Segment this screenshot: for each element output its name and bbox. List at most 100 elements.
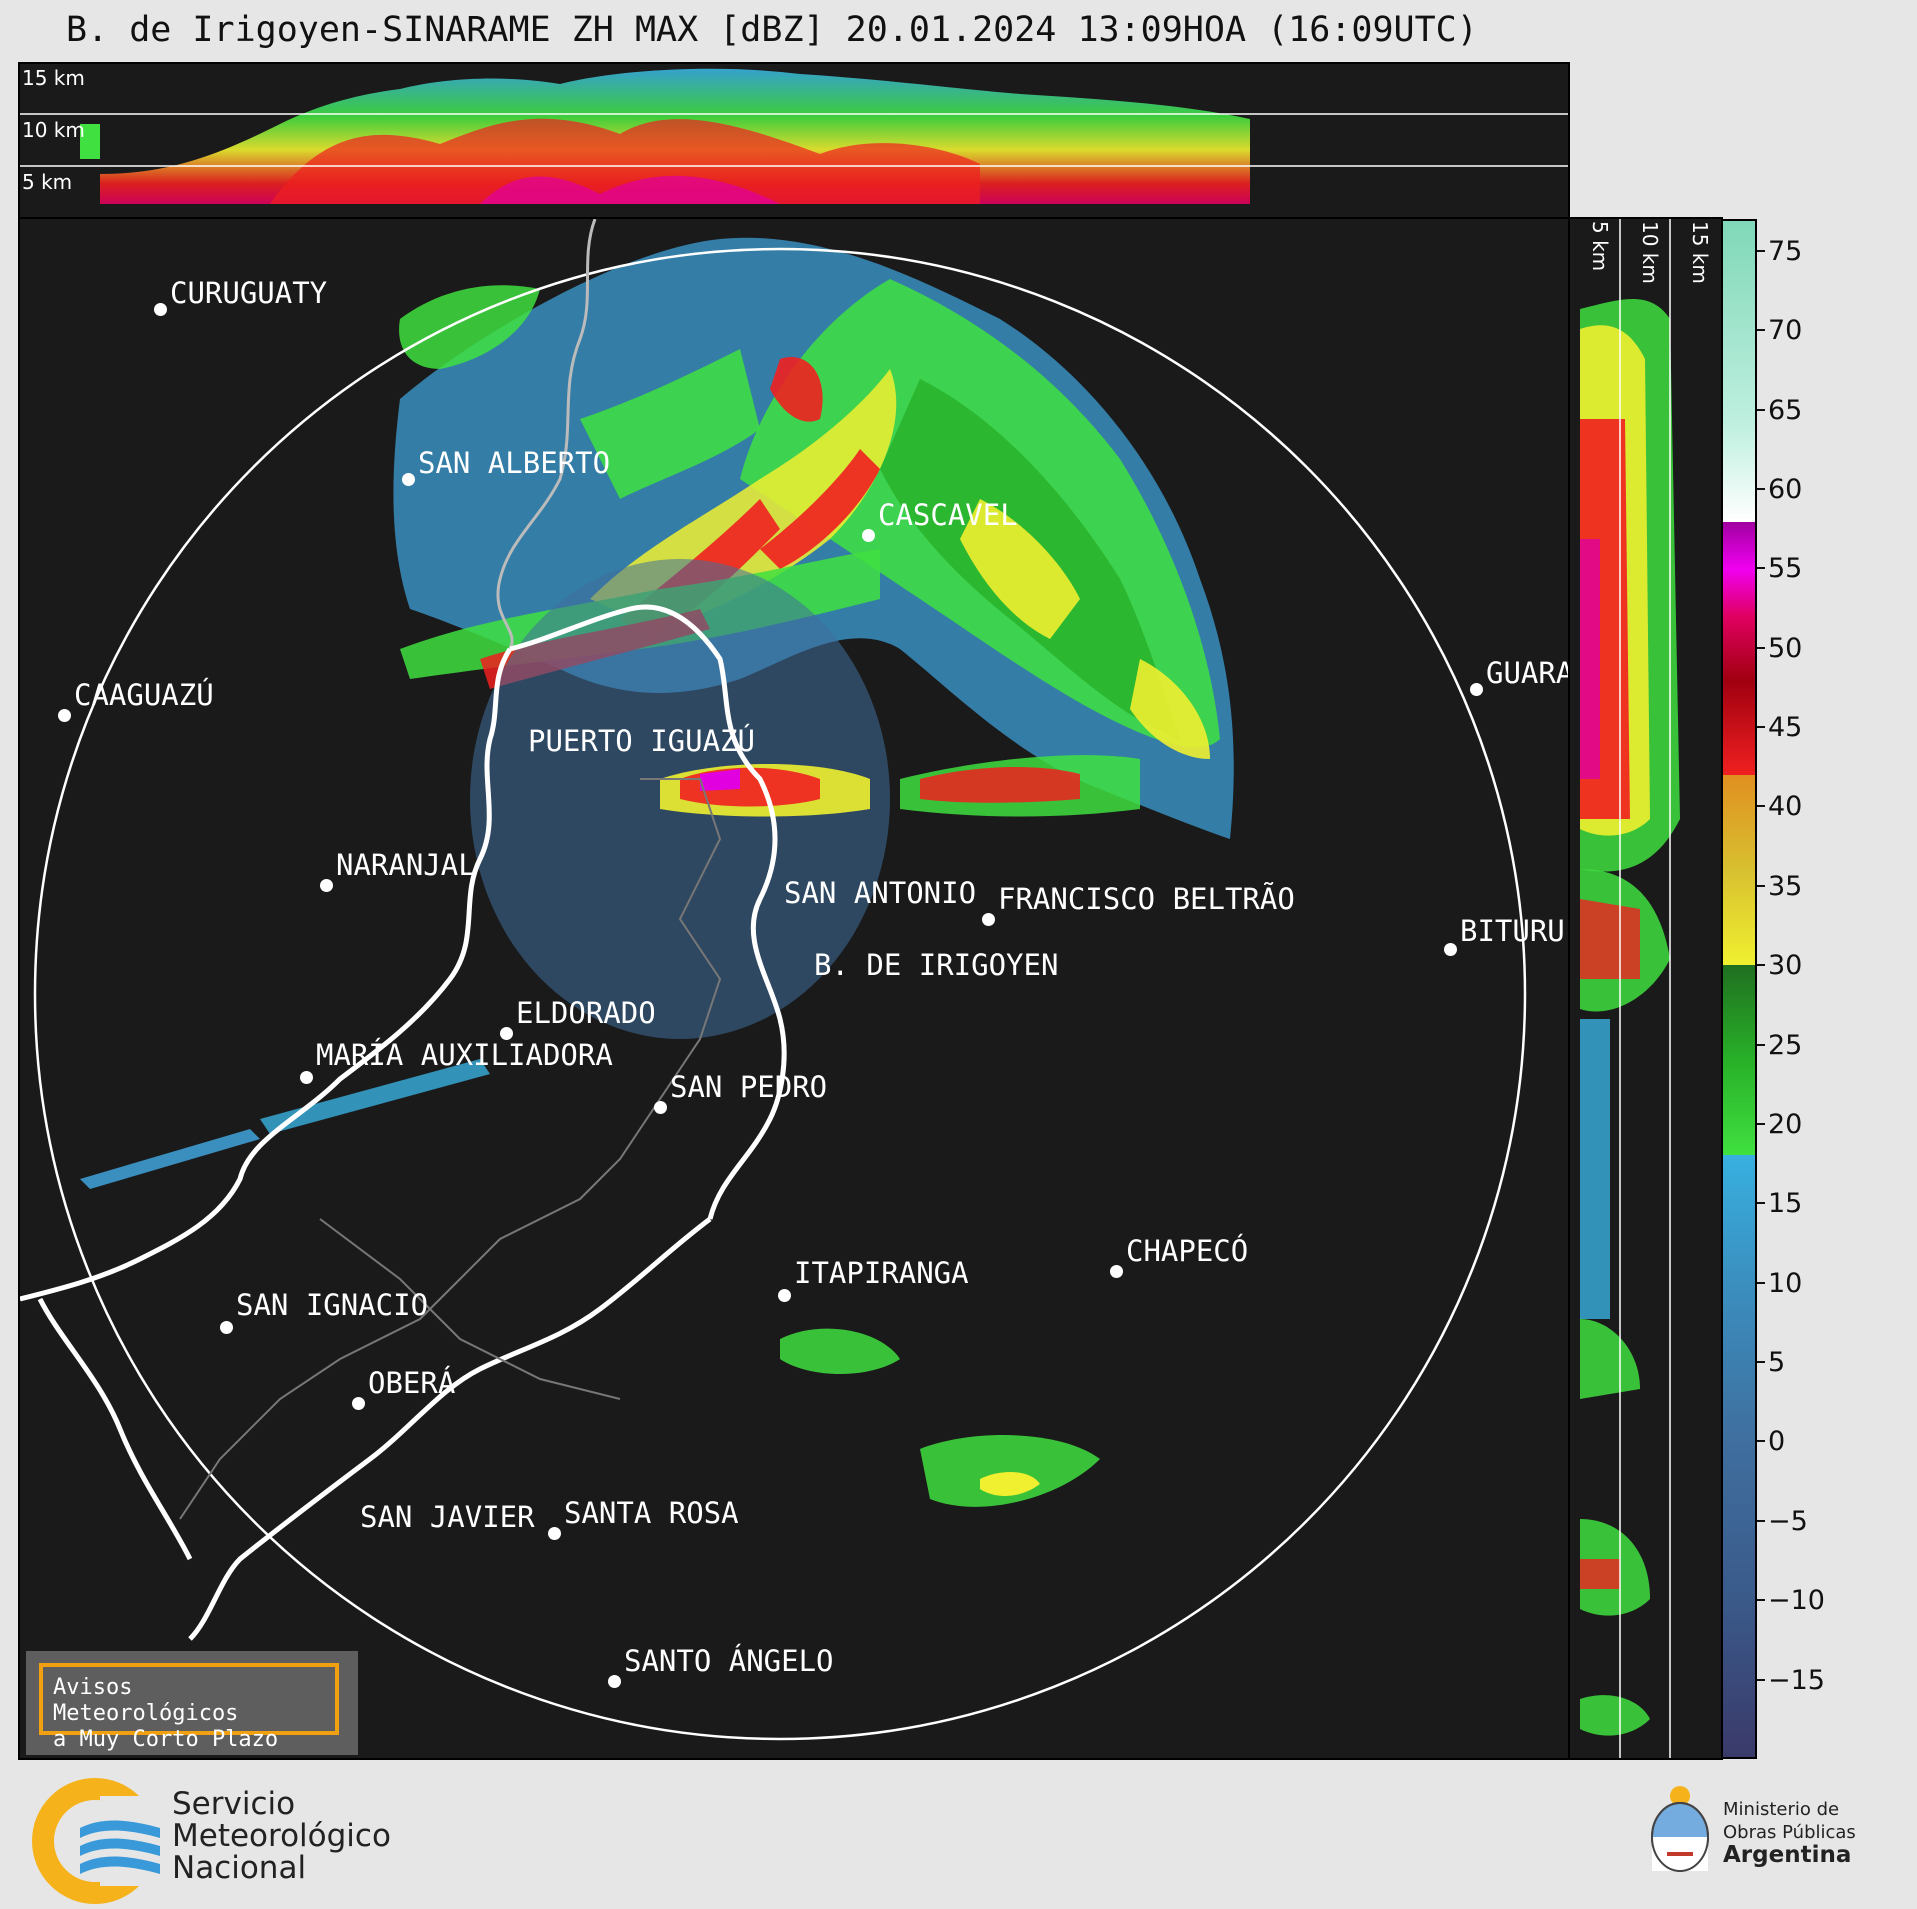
height-label-10km: 10 km xyxy=(22,118,85,142)
colorbar-tick-label: 45 xyxy=(1768,712,1803,744)
city-marker xyxy=(500,1027,513,1040)
ministry-line-2: Obras Públicas xyxy=(1723,1822,1856,1843)
city-label: SAN ALBERTO xyxy=(418,446,611,480)
city-label: ELDORADO xyxy=(516,996,656,1030)
colorbar-tick-mark xyxy=(1757,1122,1765,1125)
city-label: OBERÁ xyxy=(368,1366,456,1400)
colorbar-tick-label: 70 xyxy=(1768,315,1803,347)
city-label: FRANCISCO BELTRÃO xyxy=(998,882,1295,916)
side-height-label-15km: 15 km xyxy=(1688,221,1712,284)
city-marker xyxy=(220,1321,233,1334)
city-label: GUARA xyxy=(1486,656,1574,690)
top-cross-section-panel: 15 km 10 km 5 km xyxy=(18,62,1570,219)
city-marker xyxy=(654,1101,667,1114)
smn-line-2: Meteorológico xyxy=(172,1818,391,1854)
colorbar-tick-mark xyxy=(1757,726,1765,729)
side-height-label-10km: 10 km xyxy=(1638,221,1662,284)
radar-map-graphics xyxy=(20,219,1527,1741)
colorbar-tick-mark xyxy=(1757,567,1765,570)
city-label: MARÍA AUXILIADORA xyxy=(316,1038,613,1072)
city-marker xyxy=(548,1527,561,1540)
colorbar-tick-mark xyxy=(1757,329,1765,332)
colorbar-tick-mark xyxy=(1757,646,1765,649)
height-label-15km: 15 km xyxy=(22,66,85,90)
reflectivity-colorbar xyxy=(1721,219,1757,1759)
colorbar-tick-label: −10 xyxy=(1768,1585,1825,1617)
smn-logo-icon xyxy=(32,1778,160,1904)
colorbar-tick-label: 0 xyxy=(1768,1426,1786,1458)
colorbar-tick-label: 5 xyxy=(1768,1347,1786,1379)
colorbar-tick-label: 75 xyxy=(1768,235,1803,267)
ministry-line-1: Ministerio de xyxy=(1723,1799,1840,1820)
colorbar-tick-mark xyxy=(1757,1281,1765,1284)
city-marker xyxy=(352,1397,365,1410)
colorbar-tick-mark xyxy=(1757,249,1765,252)
city-label: B. DE IRIGOYEN xyxy=(814,948,1059,982)
smn-logo-text: Servicio Meteorológico Nacional xyxy=(172,1788,391,1884)
ministry-logo-text: Ministerio de Obras Públicas Argentina xyxy=(1723,1798,1856,1868)
colorbar-tick-mark xyxy=(1757,1599,1765,1602)
colorbar-tick-label: 60 xyxy=(1768,473,1803,505)
city-label: ITAPIRANGA xyxy=(794,1256,969,1290)
colorbar-tick-mark xyxy=(1757,1361,1765,1364)
colorbar-tick-label: 55 xyxy=(1768,553,1803,585)
city-marker xyxy=(608,1675,621,1688)
warning-box-frame: Avisos Meteorológicos a Muy Corto Plazo xyxy=(39,1663,339,1752)
city-label: CHAPECÓ xyxy=(1126,1234,1249,1268)
radar-map-panel[interactable]: CURUGUATY SAN ALBERTO CAAGUAZÚ PUERTO IG… xyxy=(18,217,1574,1760)
colorbar-tick-label: −15 xyxy=(1768,1664,1825,1696)
city-marker xyxy=(1444,943,1457,956)
city-marker xyxy=(778,1289,791,1302)
colorbar-tick-mark xyxy=(1757,964,1765,967)
side-cross-section-panel: 5 km 10 km 15 km xyxy=(1568,217,1723,1760)
colorbar-tick-label: −5 xyxy=(1768,1505,1808,1537)
smn-line-3: Nacional xyxy=(172,1850,307,1886)
city-marker xyxy=(862,529,875,542)
warning-line-2: a Muy Corto Plazo xyxy=(53,1727,279,1752)
city-label: SAN PEDRO xyxy=(670,1070,828,1104)
city-label: NARANJAL xyxy=(336,848,476,882)
colorbar-tick-mark xyxy=(1757,884,1765,887)
city-label: SANTO ÁNGELO xyxy=(624,1644,834,1678)
city-label: SANTA ROSA xyxy=(564,1496,739,1530)
colorbar-tick-mark xyxy=(1757,805,1765,808)
city-label: SAN IGNACIO xyxy=(236,1288,429,1322)
colorbar-tick-label: 65 xyxy=(1768,394,1803,426)
city-label: PUERTO IGUAZÚ xyxy=(528,724,755,758)
colorbar-tick-label: 50 xyxy=(1768,632,1803,664)
colorbar-tick-mark xyxy=(1757,1440,1765,1443)
warning-box: Avisos Meteorológicos a Muy Corto Plazo xyxy=(26,1651,358,1755)
colorbar-tick-label: 10 xyxy=(1768,1267,1803,1299)
colorbar-tick-mark xyxy=(1757,408,1765,411)
city-label: SAN ANTONIO xyxy=(784,876,977,910)
city-marker xyxy=(1470,683,1483,696)
ministry-line-3: Argentina xyxy=(1723,1842,1852,1868)
colorbar-tick-label: 30 xyxy=(1768,950,1803,982)
city-label: BITURU xyxy=(1460,914,1565,948)
city-label: SAN JAVIER xyxy=(360,1500,535,1534)
warning-line-1: Avisos Meteorológicos xyxy=(53,1675,239,1726)
city-marker xyxy=(154,303,167,316)
colorbar-tick-mark xyxy=(1757,1202,1765,1205)
city-marker xyxy=(320,879,333,892)
city-marker xyxy=(58,709,71,722)
colorbar-tick-mark xyxy=(1757,1519,1765,1522)
colorbar-tick-mark xyxy=(1757,487,1765,490)
height-label-5km: 5 km xyxy=(22,170,73,194)
city-label: CAAGUAZÚ xyxy=(74,678,214,712)
colorbar-tick-label: 35 xyxy=(1768,870,1803,902)
side-cross-section-echoes xyxy=(1580,219,1680,1758)
smn-line-1: Servicio xyxy=(172,1786,296,1822)
side-height-label-5km: 5 km xyxy=(1588,221,1612,272)
colorbar-tick-label: 40 xyxy=(1768,791,1803,823)
argentina-coat-of-arms-icon xyxy=(1651,1786,1709,1872)
city-label: CURUGUATY xyxy=(170,276,328,310)
colorbar-tick-label: 15 xyxy=(1768,1188,1803,1220)
city-marker xyxy=(982,913,995,926)
top-cross-section-echoes xyxy=(20,68,1568,204)
city-marker xyxy=(300,1071,313,1084)
colorbar-tick-label: 25 xyxy=(1768,1029,1803,1061)
colorbar-tick-label: 20 xyxy=(1768,1108,1803,1140)
city-label: CASCAVEL xyxy=(878,498,1018,532)
colorbar-tick-mark xyxy=(1757,1043,1765,1046)
